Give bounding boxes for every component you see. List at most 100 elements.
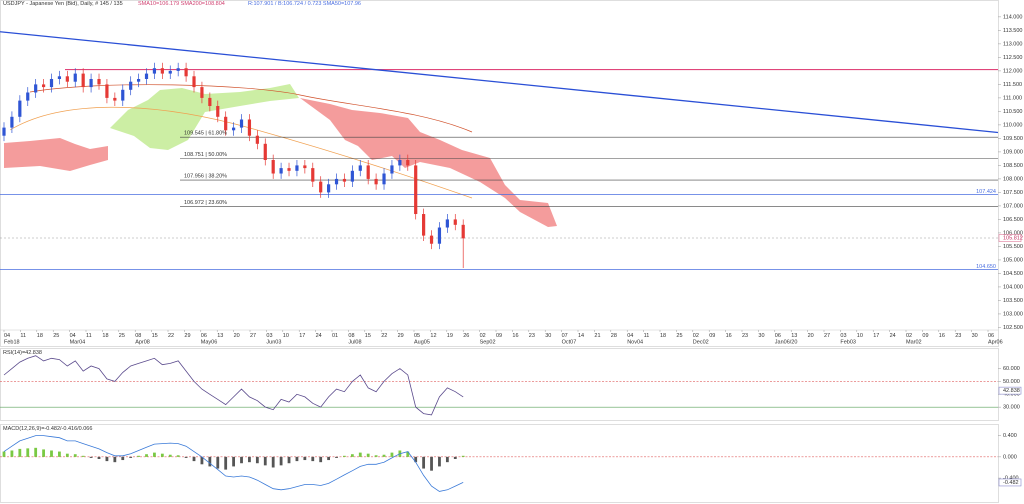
cloud-bull: [110, 84, 299, 150]
last-value-box: [998, 386, 1022, 395]
histogram-bar: [374, 455, 378, 457]
x-month-label: Aug05: [414, 339, 430, 345]
histogram-bar: [160, 453, 164, 457]
x-month-label: Mar04: [70, 339, 86, 345]
main-plot: [0, 31, 998, 270]
x-tick-label: 09: [496, 333, 502, 339]
x-tick-label: 11: [20, 333, 26, 339]
histogram-bar: [216, 456, 220, 469]
x-tick-label: 23: [529, 333, 535, 339]
x-tick-label: 20: [808, 333, 814, 339]
x-tick-label: 30: [545, 333, 551, 339]
x-tick-label: 06: [988, 333, 994, 339]
histogram-bar: [2, 451, 6, 457]
histogram-bar: [358, 452, 362, 457]
x-tick-label: 07: [562, 333, 568, 339]
macd-panel-frame: [0, 424, 999, 503]
x-tick-label: 04: [70, 333, 76, 339]
x-month-label: Dec02: [693, 339, 709, 345]
y-tick-label: 30.000: [1003, 405, 1020, 411]
x-tick-label: 29: [184, 333, 190, 339]
histogram-bar: [279, 456, 283, 466]
histogram-bar: [192, 456, 196, 462]
histogram-bar: [145, 454, 148, 457]
candle-body: [263, 143, 267, 161]
x-tick-label: 04: [4, 333, 10, 339]
histogram-bar: [445, 456, 449, 463]
x-month-label: May06: [201, 339, 218, 345]
fib-label: 109.545 | 61.80%: [184, 131, 227, 137]
x-tick-label: 23: [742, 333, 748, 339]
x-tick-label: 21: [594, 333, 600, 339]
last-price-box: [998, 234, 1022, 242]
x-tick-label: 03: [266, 333, 272, 339]
x-tick-label: 27: [250, 333, 256, 339]
candle-body: [10, 116, 14, 128]
histogram-bar: [121, 456, 125, 461]
y-tick-label: 109.000: [1003, 149, 1023, 155]
candle-body: [160, 68, 164, 74]
histogram-bar: [153, 452, 156, 457]
histogram-bar: [390, 452, 394, 457]
x-month-label: Feb03: [840, 339, 856, 345]
candle-body: [406, 160, 410, 166]
histogram-bar: [10, 450, 14, 457]
x-tick-label: 16: [512, 333, 518, 339]
fib-label: 107.956 | 38.20%: [184, 174, 227, 180]
y-tick-label: 105.500: [1003, 244, 1023, 250]
rsi-title: RSI(14)=42.838: [3, 350, 42, 356]
y-tick-label: 103.000: [1003, 311, 1023, 317]
rsi-line: [3, 355, 464, 416]
histogram-bar: [350, 454, 354, 457]
y-tick-label: 108.500: [1003, 163, 1023, 169]
candle-body: [73, 73, 77, 82]
level-label: 104.650: [976, 264, 996, 270]
histogram-bar: [461, 455, 465, 457]
y-tick-label: 0.000: [1003, 454, 1017, 460]
histogram-bar: [113, 456, 117, 463]
x-month-label: Mar02: [906, 339, 922, 345]
candle-body: [422, 214, 426, 236]
y-tick-label: 60.000: [1003, 366, 1020, 372]
sma-long: [29, 84, 473, 133]
x-tick-label: 14: [578, 333, 584, 339]
x-tick-label: 04: [627, 333, 633, 339]
x-tick-label: 09: [922, 333, 928, 339]
candle-body: [429, 235, 434, 244]
x-tick-label: 16: [726, 333, 732, 339]
y-tick-label: 111.000: [1003, 95, 1022, 101]
ichimoku-cloud: [4, 84, 557, 227]
x-month-label: Jan06/20: [775, 339, 798, 345]
candle-body: [41, 84, 46, 88]
candle-body: [350, 170, 354, 182]
histogram-bar: [255, 456, 259, 464]
histogram-bar: [414, 456, 418, 463]
candle-body: [34, 84, 38, 93]
y-tick-label: 110.500: [1003, 109, 1022, 115]
candle-body: [437, 227, 442, 244]
fib-label: 108.751 | 50.00%: [184, 152, 227, 158]
y-tick-label: 50.000: [1003, 379, 1020, 385]
histogram-bar: [311, 456, 315, 462]
candle-body: [49, 78, 54, 88]
y-tick-label: 106.000: [1003, 230, 1023, 236]
histogram-bar: [18, 448, 22, 457]
x-tick-label: 30: [972, 333, 978, 339]
chart-title: USDJPY - Japanese Yen (Bid), Daily, # 14…: [3, 1, 123, 7]
candle-body: [247, 119, 252, 136]
candle-body: [65, 76, 69, 82]
x-tick-label: 08: [135, 333, 141, 339]
histogram-bar: [248, 456, 251, 463]
x-tick-label: 25: [119, 333, 125, 339]
macd-title: MACD(12,26,9)=-0.482/-0.416/0.066: [3, 426, 92, 432]
candle-body: [26, 92, 30, 101]
candle-body: [279, 168, 283, 174]
x-tick-label: 02: [480, 333, 486, 339]
candle-body: [216, 106, 220, 117]
candle-body: [358, 165, 362, 171]
x-month-label: Sep02: [480, 339, 496, 345]
candle-body: [453, 219, 457, 225]
histogram-bar: [168, 454, 172, 457]
candle-body: [121, 89, 125, 101]
